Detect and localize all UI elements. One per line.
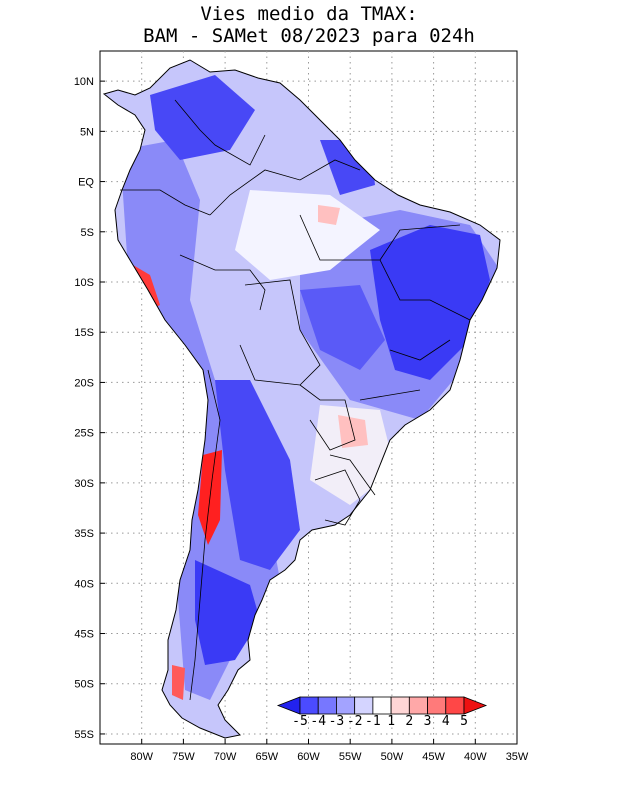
bias-warm-south-andes [172, 665, 185, 700]
lon-tick-label: 80W [130, 751, 153, 763]
bias-warm-amazon-spot [318, 205, 340, 225]
lat-tick-label: EQ [78, 177, 94, 189]
lon-tick-label: 65W [255, 751, 278, 763]
lon-tick-label: 75W [172, 751, 195, 763]
lat-tick-label: 5S [81, 227, 94, 239]
colorbar-label: -2 [347, 714, 363, 729]
colorbar-label: -5 [292, 714, 308, 729]
map-title-line-2: BAM - SAMet 08/2023 para 024h [143, 25, 475, 47]
bias-strong-blue-patagonia [195, 560, 260, 665]
lat-tick-label: 10S [74, 277, 94, 289]
colorbar-label: 3 [424, 714, 432, 729]
colorbar-label: -1 [365, 714, 381, 729]
lon-tick-label: 40W [464, 751, 487, 763]
lon-tick-label: 60W [297, 751, 320, 763]
border-chile-argentina [189, 369, 221, 701]
lat-tick-label: 25S [74, 428, 94, 440]
longitude-axis: 80W 75W 70W 65W 60W 55W 50W 45W 40W 35W [130, 739, 529, 763]
lon-tick-label: 35W [506, 751, 529, 763]
lat-tick-label: 45S [74, 629, 94, 641]
colorbar-segment [354, 696, 374, 715]
bias-strong-blue-northeast-brazil [370, 225, 490, 380]
border-peru-brazil [179, 254, 266, 311]
colorbar-label: 2 [405, 714, 413, 729]
border-uruguay [314, 469, 361, 526]
colorbar-segment [317, 696, 337, 715]
colorbar-label: -4 [310, 714, 326, 729]
latitude-axis: 10N 5N EQ 5S 10S 15S 20S 25S 30S 35S 40S 45S 50S 55S [74, 76, 105, 741]
colorbar-legend: -5 -4 -3 -2 -1 1 2 3 4 5 [276, 696, 488, 729]
lon-tick-label: 45W [422, 751, 445, 763]
colorbar-label: 1 [387, 714, 395, 729]
lon-tick-label: 50W [381, 751, 404, 763]
colorbar-segment [390, 696, 410, 715]
lat-tick-label: 30S [74, 478, 94, 490]
bias-neutral-amazon [235, 190, 380, 280]
lat-tick-label: 5N [80, 126, 94, 138]
colorbar-label: 4 [442, 714, 450, 729]
lat-tick-label: 50S [74, 679, 94, 691]
lat-tick-label: 10N [74, 76, 94, 88]
colorbar-segment [427, 696, 447, 715]
colorbar-segment [372, 696, 392, 715]
bias-strong-blue-andes-east [215, 380, 300, 570]
border-paraguay [299, 384, 356, 451]
border-brazil-states [299, 214, 471, 401]
lat-tick-label: 15S [74, 327, 94, 339]
colorbar-segment [336, 696, 356, 715]
lat-tick-label: 20S [74, 377, 94, 389]
country-borders [120, 99, 471, 701]
colorbar-label: -3 [329, 714, 345, 729]
lon-tick-label: 70W [214, 751, 237, 763]
colorbar-high-arrow [463, 696, 488, 715]
colorbar-segment [299, 696, 319, 715]
border-colombia-south [120, 189, 211, 216]
colorbar-segment [445, 696, 465, 715]
lat-tick-label: 35S [74, 528, 94, 540]
lon-tick-label: 55W [339, 751, 362, 763]
bias-strong-blue-north-coast [150, 75, 255, 160]
bias-strong-blue-central [300, 285, 385, 370]
colorbar-label: 5 [460, 714, 468, 729]
continent-coastline [102, 59, 501, 739]
map-title-line-1: Vies medio da TMAX: [200, 3, 418, 25]
border-colombia-venezuela [174, 99, 266, 166]
border-argentina-brazil [329, 454, 376, 496]
border-bolivia [239, 279, 321, 386]
lat-tick-label: 40S [74, 578, 94, 590]
lat-tick-label: 55S [74, 729, 94, 741]
colorbar-segment [408, 696, 428, 715]
border-brazil-west [209, 159, 361, 216]
